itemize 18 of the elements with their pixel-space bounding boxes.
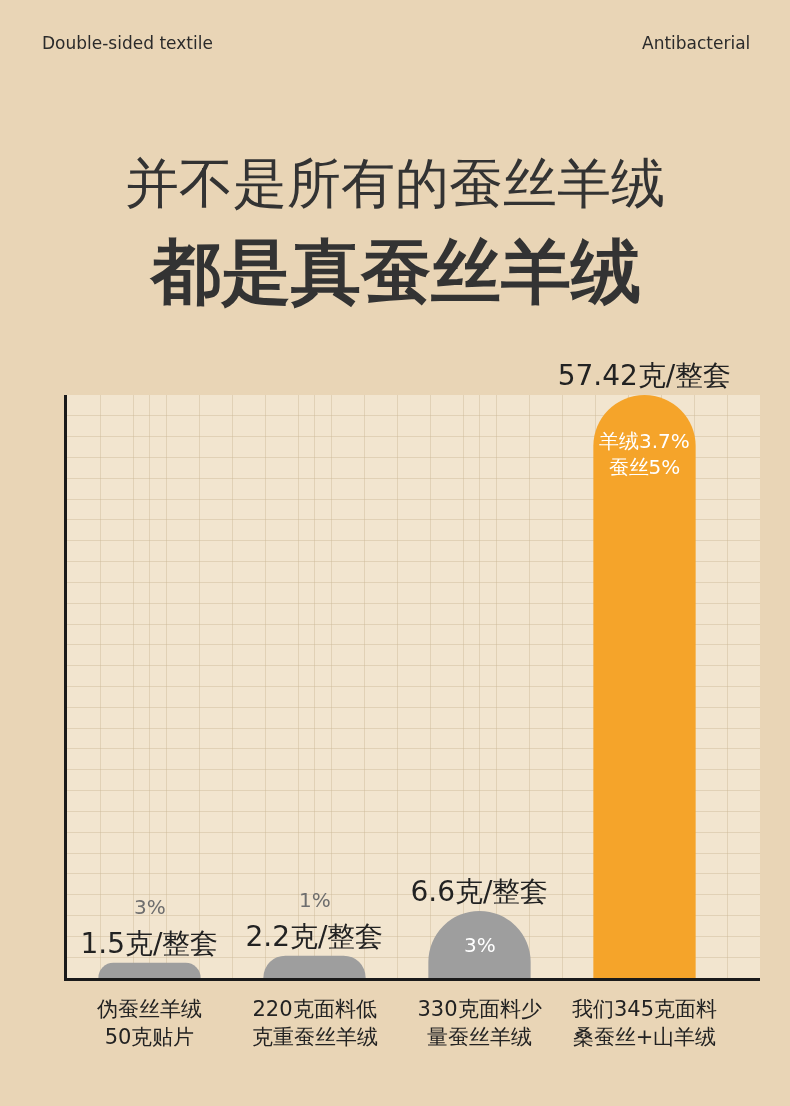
- data-label: 2.2克/整套: [245, 919, 384, 953]
- x-tick-label: 伪蚕丝羊绒50克贴片: [97, 997, 202, 1049]
- annotation: 1%: [299, 888, 331, 912]
- x-tick-label: 330克面料少量蚕丝羊绒: [417, 997, 542, 1049]
- chart-title: 并不是所有的蚕丝羊绒: [125, 151, 665, 215]
- annotation: 3%: [134, 895, 166, 919]
- x-tick-label: 我们345克面料桑蚕丝+山羊绒: [571, 997, 718, 1049]
- text: Double-sided textile: [42, 33, 213, 53]
- chart-subtitle: 都是真蚕丝羊绒: [149, 231, 641, 313]
- bar: [98, 962, 201, 978]
- annotation: 羊绒3.7% 蚕丝5%: [599, 429, 690, 479]
- data-label: 57.42克/整套: [557, 359, 732, 392]
- data-label: 6.6克/整套: [410, 874, 549, 908]
- text: Antibacterial: [642, 33, 751, 53]
- annotation: 3%: [464, 933, 496, 957]
- bar: [593, 395, 696, 978]
- data-label: 1.5克/整套: [80, 926, 219, 960]
- x-tick-label: 220克面料低克重蚕丝羊绒: [251, 997, 378, 1049]
